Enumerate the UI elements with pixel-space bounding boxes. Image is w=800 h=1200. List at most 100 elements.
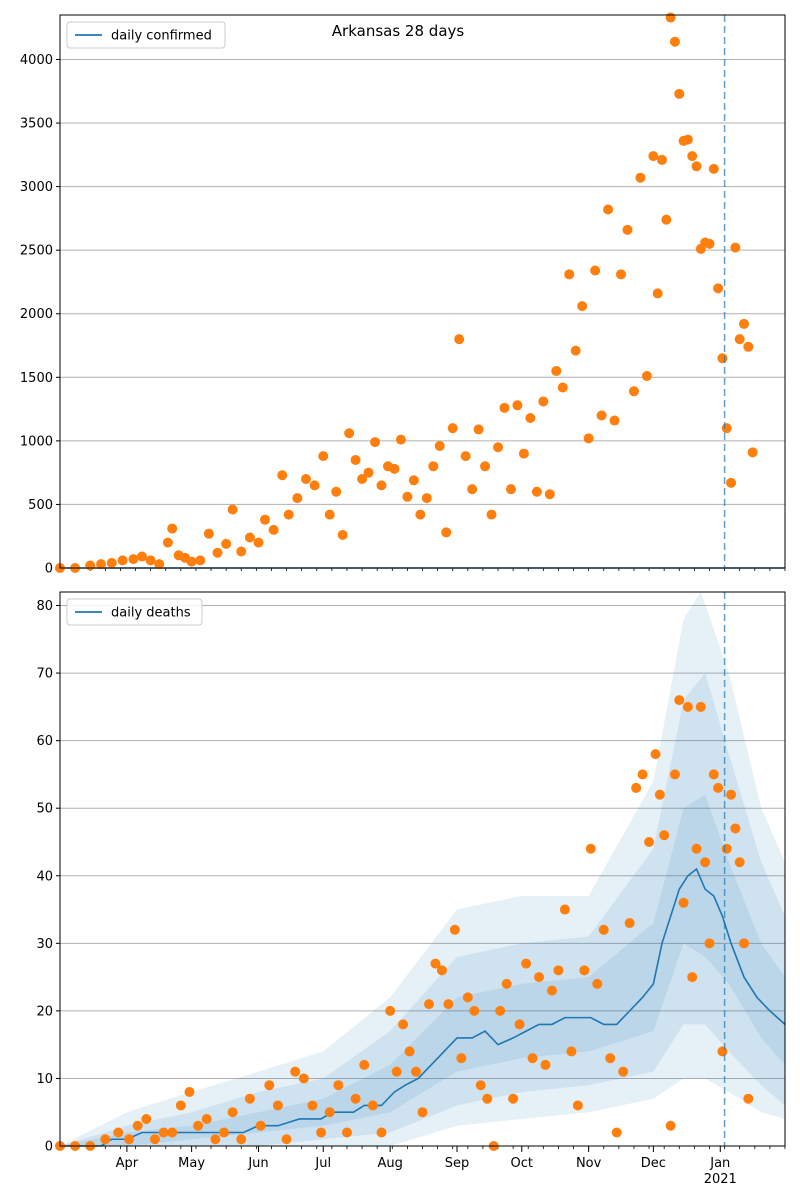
- chart-title: Arkansas 28 days: [332, 22, 465, 40]
- series-line: [60, 867, 786, 1147]
- data-point: [428, 461, 439, 472]
- data-point: [726, 789, 737, 800]
- data-point: [350, 1093, 361, 1104]
- data-point: [100, 1134, 111, 1145]
- data-point: [434, 440, 445, 451]
- data-point: [430, 958, 441, 969]
- y-tick-label: 1000: [20, 434, 53, 449]
- data-point: [212, 547, 223, 558]
- data-point: [441, 527, 452, 538]
- data-point: [167, 523, 178, 534]
- data-point: [734, 334, 745, 345]
- data-point: [337, 529, 348, 540]
- data-point: [521, 958, 532, 969]
- data-point: [318, 451, 329, 462]
- legend-label: daily deaths: [111, 606, 191, 621]
- data-point: [665, 12, 676, 23]
- data-point: [417, 1107, 428, 1118]
- data-point: [300, 474, 311, 485]
- data-point: [695, 701, 706, 712]
- data-point: [331, 486, 342, 497]
- data-point: [546, 985, 557, 996]
- data-point: [480, 461, 491, 472]
- data-point: [255, 1120, 266, 1131]
- data-point: [687, 151, 698, 162]
- y-tick-label: 0: [45, 562, 53, 577]
- data-point: [730, 823, 741, 834]
- data-point: [367, 1100, 378, 1111]
- data-point: [292, 493, 303, 504]
- data-point: [272, 1100, 283, 1111]
- data-point: [669, 769, 680, 780]
- plot-frame: [59, 14, 786, 569]
- data-point: [641, 371, 652, 382]
- data-point: [527, 1053, 538, 1064]
- data-point: [385, 1005, 396, 1016]
- deaths-panel: 0 10 20 30 40 50 60 70 80 Apr May Jun Jul Aug Sep Oct No…: [36, 591, 786, 1187]
- data-point: [316, 1127, 327, 1138]
- x-tick-label: Sep: [445, 1156, 470, 1171]
- data-point: [553, 965, 564, 976]
- data-point: [674, 695, 685, 706]
- data-point: [592, 978, 603, 989]
- data-point: [566, 1046, 577, 1057]
- data-point: [654, 789, 665, 800]
- data-point: [605, 1053, 616, 1064]
- data-point: [460, 451, 471, 462]
- y-tick-label: 30: [36, 937, 53, 952]
- data-point: [551, 365, 562, 376]
- data-point: [376, 1127, 387, 1138]
- legend-box: [66, 21, 226, 49]
- data-point: [158, 1127, 169, 1138]
- data-point: [210, 1134, 221, 1145]
- data-point: [678, 897, 689, 908]
- data-point: [132, 1120, 143, 1131]
- confirmed-panel: 0 500 1000 1500 2000 2500 3000 3500 4000 daily co…: [20, 12, 786, 577]
- data-point: [268, 524, 279, 535]
- x-tick-label: Dec: [641, 1156, 666, 1171]
- data-point: [124, 1134, 135, 1145]
- uncertainty-band: [60, 794, 785, 1146]
- x-tick-label: Jul: [314, 1156, 331, 1171]
- data-point: [674, 88, 685, 99]
- data-point: [570, 345, 581, 356]
- x-tick-label: Nov: [576, 1156, 602, 1171]
- data-point: [495, 1005, 506, 1016]
- data-point: [175, 1100, 186, 1111]
- data-point: [544, 489, 555, 500]
- data-point: [743, 341, 754, 352]
- data-point: [624, 918, 635, 929]
- y-tick-label: 70: [36, 667, 53, 682]
- data-point: [298, 1073, 309, 1084]
- data-point: [218, 1127, 229, 1138]
- data-point: [149, 1134, 160, 1145]
- data-point: [398, 1019, 409, 1030]
- data-point: [449, 924, 460, 935]
- data-point: [117, 555, 128, 566]
- data-point: [721, 843, 732, 854]
- y-tick-label: 40: [36, 869, 53, 884]
- data-point: [700, 857, 711, 868]
- data-point: [635, 172, 646, 183]
- data-point: [423, 999, 434, 1010]
- data-point: [557, 382, 568, 393]
- data-point: [307, 1100, 318, 1111]
- data-point: [467, 484, 478, 495]
- data-point: [637, 769, 648, 780]
- y-tick-label: 10: [36, 1072, 53, 1087]
- data-point: [281, 1134, 292, 1145]
- data-point: [85, 560, 96, 571]
- data-point: [691, 161, 702, 172]
- data-point: [577, 301, 588, 312]
- y-tick-label: 1500: [20, 371, 53, 386]
- data-point: [590, 265, 601, 276]
- data-point: [717, 1046, 728, 1057]
- data-point: [395, 434, 406, 445]
- data-point: [344, 428, 355, 439]
- data-point: [95, 559, 106, 570]
- data-point: [350, 454, 361, 465]
- data-point: [713, 782, 724, 793]
- data-point: [290, 1066, 301, 1077]
- data-point: [184, 1086, 195, 1097]
- data-point: [583, 433, 594, 444]
